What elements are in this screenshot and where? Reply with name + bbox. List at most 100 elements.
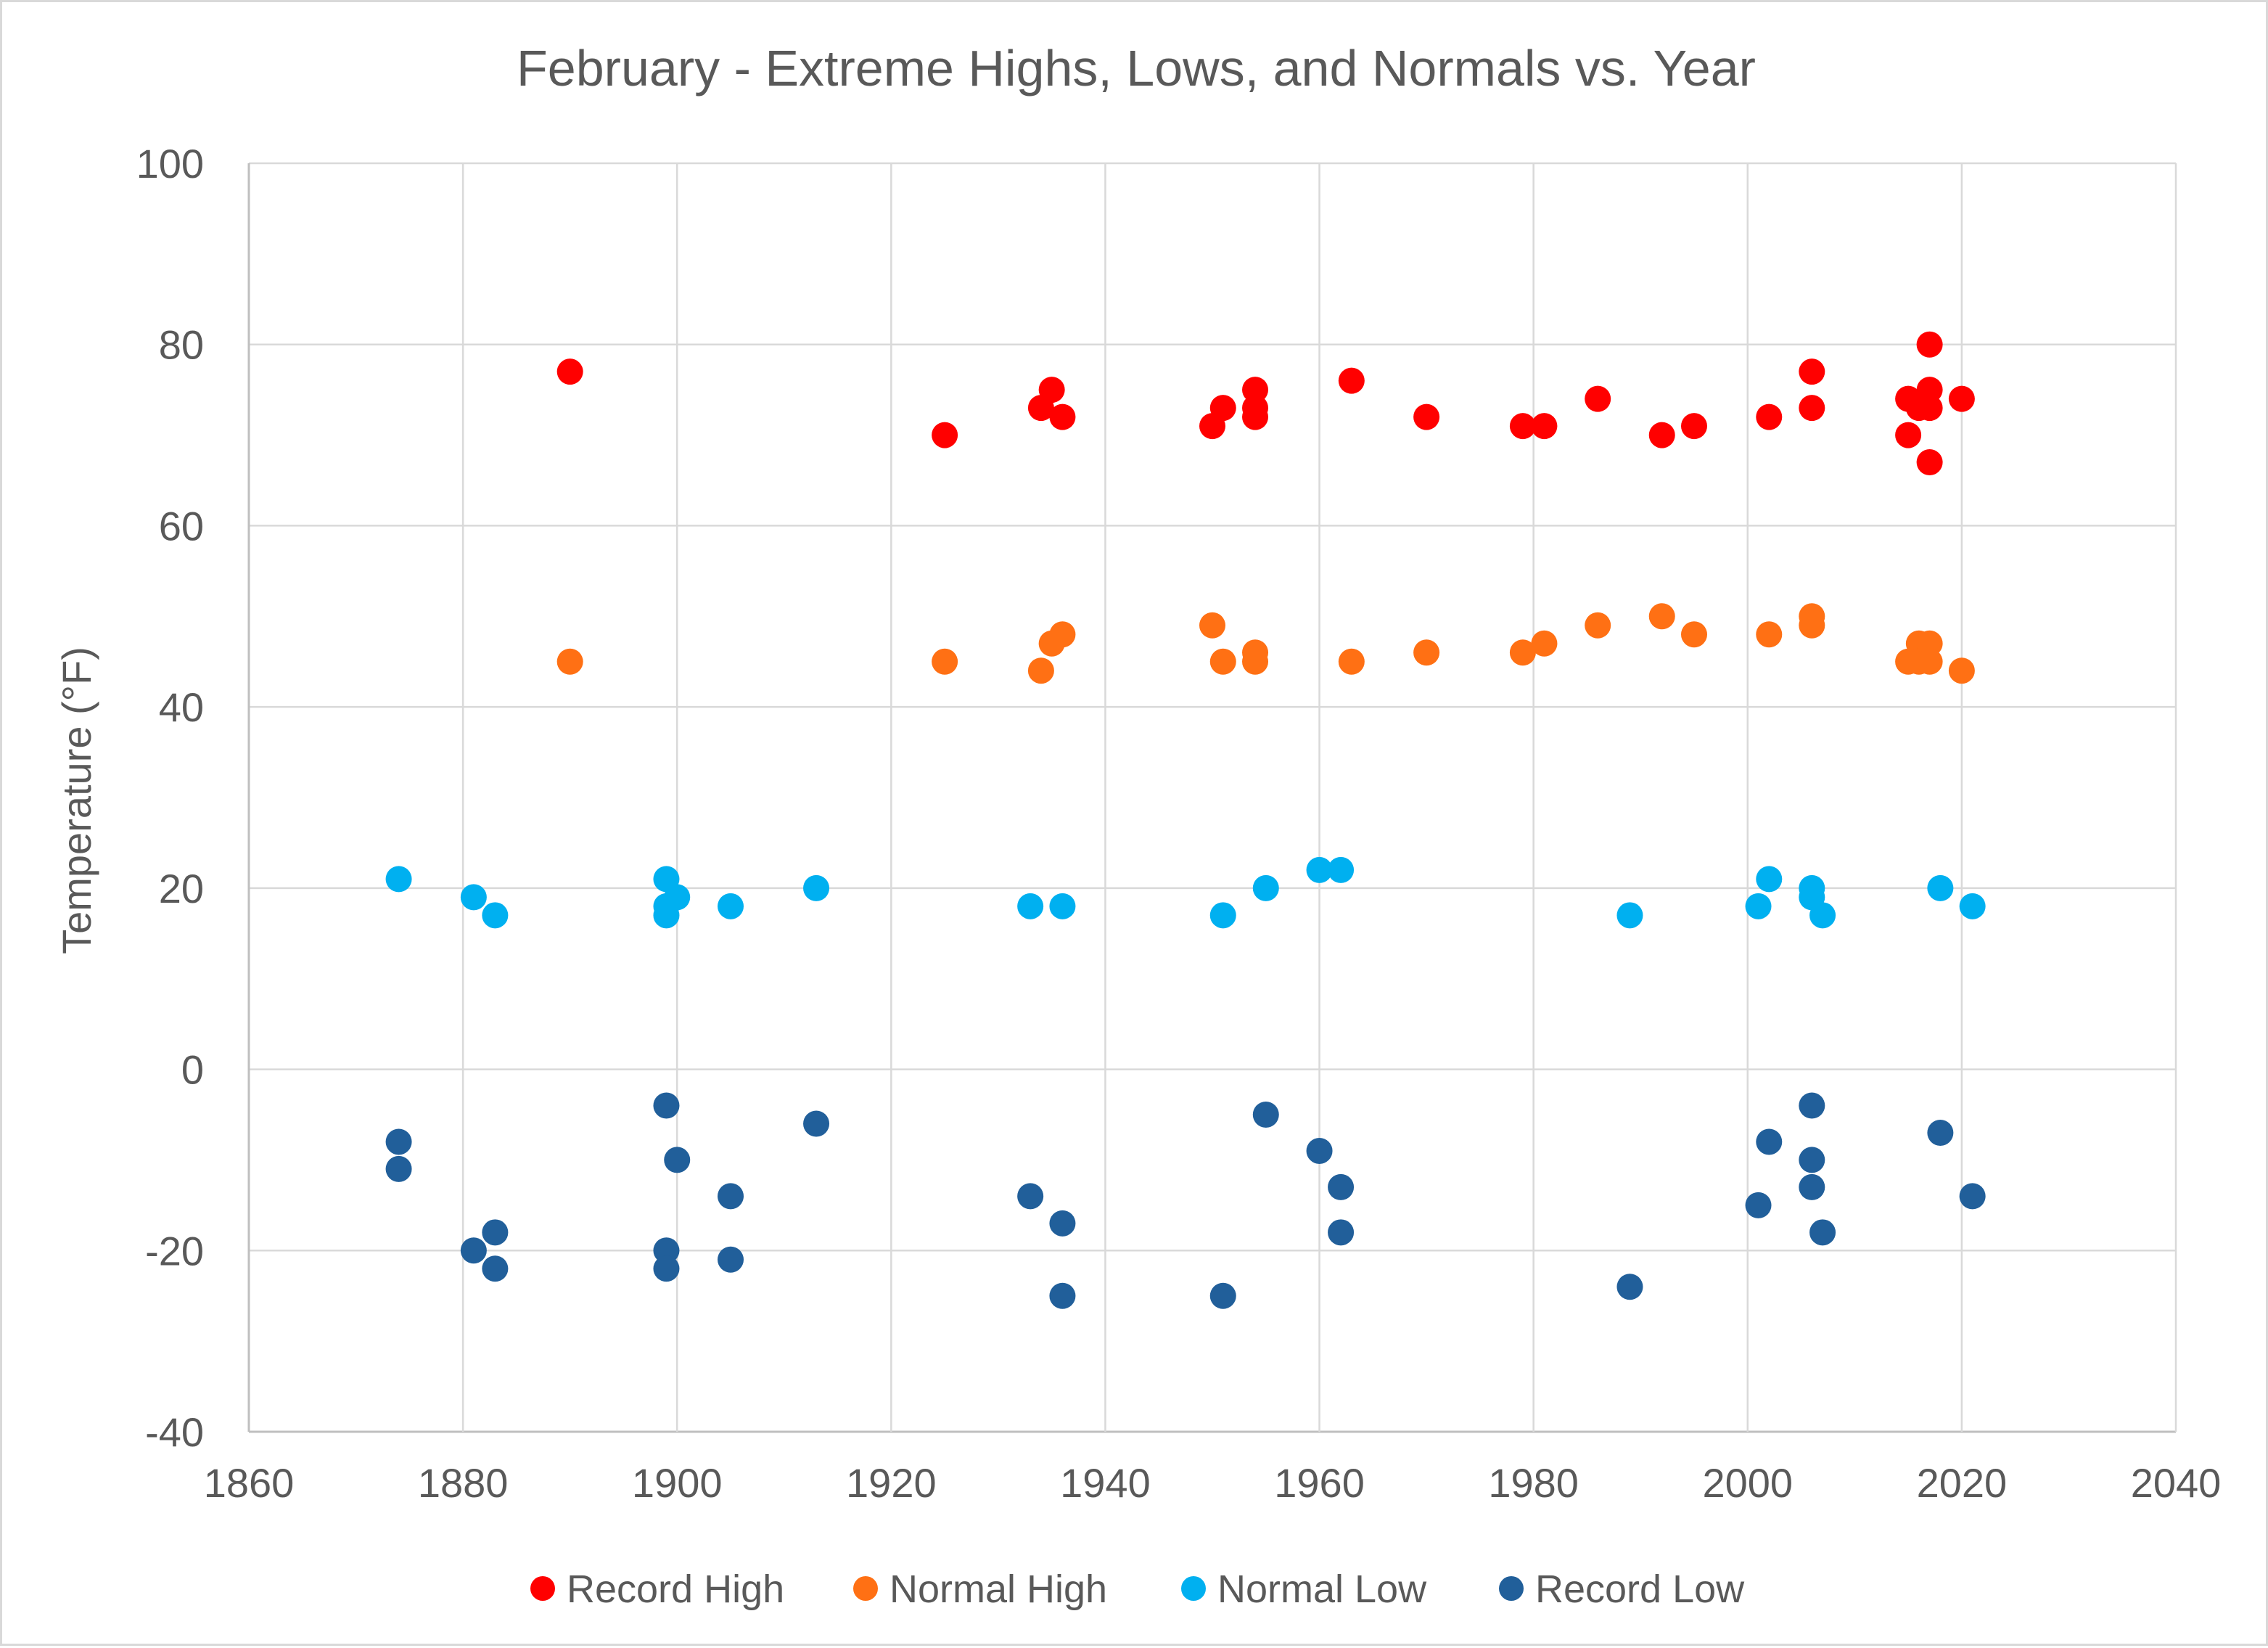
data-point (1799, 395, 1825, 422)
data-point (1916, 377, 1943, 403)
data-point (1927, 874, 1954, 901)
data-point (1531, 413, 1558, 440)
data-point (932, 648, 958, 675)
data-point (1038, 377, 1065, 403)
y-tick-label: -20 (145, 1228, 204, 1274)
data-point (1049, 893, 1076, 919)
data-point (932, 422, 958, 448)
data-point (385, 1128, 412, 1155)
y-axis-label: Temperature (°F) (54, 647, 99, 954)
legend-marker (853, 1576, 878, 1601)
x-tick-label: 1960 (1274, 1460, 1365, 1506)
data-point (718, 1246, 744, 1273)
data-point (1916, 630, 1943, 657)
data-point (1531, 630, 1558, 657)
y-tick-label: 20 (159, 866, 204, 911)
y-tick-label: -40 (145, 1409, 204, 1455)
x-tick-label: 2000 (1702, 1460, 1793, 1506)
data-point (1616, 902, 1643, 929)
data-point (803, 1110, 830, 1137)
legend-item: Normal Low (1181, 1567, 1427, 1611)
gridlines (247, 162, 2177, 1433)
data-point (1616, 1274, 1643, 1300)
series-record-low (385, 1092, 1986, 1309)
data-point (1209, 648, 1236, 675)
legend: Record High Normal High Normal Low Record L… (530, 1567, 1745, 1611)
data-point (1242, 377, 1269, 403)
data-point (1049, 621, 1076, 648)
data-point (664, 1147, 691, 1173)
data-point (1242, 403, 1269, 430)
data-point (1809, 1219, 1836, 1246)
data-point (1959, 893, 1986, 919)
data-point (1799, 612, 1825, 639)
legend-item: Record High (530, 1567, 784, 1611)
data-point (1799, 1092, 1825, 1119)
legend-marker (530, 1576, 555, 1601)
legend-label: Record Low (1535, 1567, 1745, 1611)
data-point (385, 1155, 412, 1182)
data-point (653, 1092, 680, 1119)
data-point (460, 1237, 487, 1264)
data-point (1895, 422, 1922, 448)
data-point (1209, 1282, 1236, 1309)
y-tick-label: 80 (159, 322, 204, 368)
data-point (1252, 874, 1279, 901)
y-tick-label: 40 (159, 684, 204, 730)
data-point (1252, 1102, 1279, 1128)
data-point (1017, 893, 1044, 919)
data-point (1745, 893, 1772, 919)
x-tick-label: 1940 (1060, 1460, 1151, 1506)
x-tick-label: 1880 (418, 1460, 509, 1506)
data-point (1413, 639, 1440, 666)
data-point (1756, 1128, 1783, 1155)
x-tick-label: 2040 (2131, 1460, 2222, 1506)
y-tick-label: 100 (136, 141, 204, 186)
data-point (718, 893, 744, 919)
data-point (1756, 403, 1783, 430)
data-point (1756, 866, 1783, 893)
data-point (653, 1255, 680, 1282)
data-point (1585, 612, 1611, 639)
legend-item: Record Low (1499, 1567, 1745, 1611)
x-tick-label: 1920 (846, 1460, 937, 1506)
series-normal-low (385, 856, 1986, 929)
data-point (1509, 639, 1536, 666)
data-point (1242, 648, 1269, 675)
legend-item: Normal High (853, 1567, 1107, 1611)
data-point (1017, 1183, 1044, 1210)
data-point (385, 866, 412, 893)
data-point (482, 1219, 509, 1246)
data-point (1756, 621, 1783, 648)
data-point (556, 358, 583, 385)
data-point (1681, 621, 1707, 648)
data-point (1648, 603, 1675, 630)
data-point (1338, 367, 1365, 394)
legend-label: Record High (567, 1567, 784, 1611)
x-tick-label: 1860 (204, 1460, 295, 1506)
data-point (1916, 648, 1943, 675)
data-point (1306, 1137, 1333, 1164)
legend-label: Normal Low (1217, 1567, 1427, 1611)
data-point (1799, 1173, 1825, 1200)
data-point (1338, 648, 1365, 675)
data-point (1413, 403, 1440, 430)
legend-marker (1181, 1576, 1206, 1601)
data-point (482, 902, 509, 929)
data-point (1948, 385, 1975, 412)
data-point (653, 1237, 680, 1264)
chart-title: February - Extreme Highs, Lows, and Norm… (517, 40, 1756, 97)
x-tick-label: 2020 (1917, 1460, 2008, 1506)
data-point (1027, 657, 1054, 684)
data-point (1328, 1219, 1355, 1246)
legend-label: Normal High (889, 1567, 1107, 1611)
x-tick-label: 1900 (632, 1460, 723, 1506)
y-tick-label: 60 (159, 503, 204, 549)
data-point (1809, 902, 1836, 929)
data-point (664, 884, 691, 911)
data-point (1209, 902, 1236, 929)
data-point (1916, 331, 1943, 358)
